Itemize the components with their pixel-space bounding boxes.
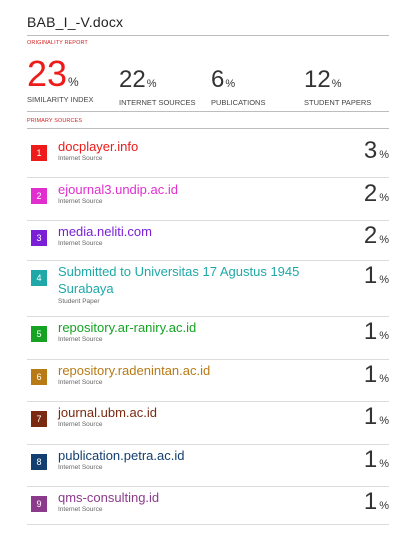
sources-divider xyxy=(27,128,389,129)
source-type: Internet Source xyxy=(58,240,103,247)
source-percentage-unit: % xyxy=(379,274,389,286)
source-divider xyxy=(27,177,389,178)
source-divider xyxy=(27,524,389,525)
source-rank-badge: 6 xyxy=(31,369,47,385)
source-name[interactable]: docplayer.info xyxy=(58,139,139,154)
source-percentage-value: 1 xyxy=(363,488,378,515)
source-divider xyxy=(27,359,389,360)
similarity-index-value: 23 xyxy=(27,53,68,94)
source-row[interactable]: 3 media.neliti.com Internet Source 2% xyxy=(27,222,389,261)
source-row[interactable]: 1 docplayer.info Internet Source 3% xyxy=(27,137,389,178)
source-row[interactable]: 9 qms-consulting.id Internet Source 1% xyxy=(27,488,389,525)
originality-report-heading: ORIGINALITY REPORT xyxy=(27,40,88,46)
source-row[interactable]: 4 Submitted to Universitas 17 Agustus 194… xyxy=(27,262,389,317)
publications-value: 6 xyxy=(211,66,225,93)
source-rank-badge: 8 xyxy=(31,454,47,470)
source-percentage-unit: % xyxy=(379,500,389,512)
source-name[interactable]: media.neliti.com xyxy=(58,224,152,239)
source-name[interactable]: publication.petra.ac.id xyxy=(58,448,185,463)
primary-sources-heading: PRIMARY SOURCES xyxy=(27,118,83,124)
internet-sources-value: 22 xyxy=(119,66,146,93)
similarity-index-unit: % xyxy=(68,75,79,89)
source-percentage-unit: % xyxy=(379,458,389,470)
source-divider xyxy=(27,444,389,445)
source-percentage-value: 1 xyxy=(363,262,378,289)
publications-label: PUBLICATIONS xyxy=(211,98,266,107)
source-percentage-value: 1 xyxy=(363,446,378,473)
source-type: Internet Source xyxy=(58,464,103,471)
source-type: Internet Source xyxy=(58,421,103,428)
source-percentage-unit: % xyxy=(379,373,389,385)
source-percentage-value: 1 xyxy=(363,318,378,345)
source-divider xyxy=(27,316,389,317)
source-percentage: 1% xyxy=(364,403,389,431)
source-percentage: 2% xyxy=(364,222,389,250)
similarity-index-label: SIMILARITY INDEX xyxy=(27,95,94,104)
title-divider xyxy=(27,35,389,36)
source-percentage: 2% xyxy=(364,180,389,208)
publications-unit: % xyxy=(225,78,236,90)
student-papers-value: 12 xyxy=(304,66,331,93)
student-papers-label: STUDENT PAPERS xyxy=(304,98,372,107)
source-divider xyxy=(27,260,389,261)
source-percentage-value: 1 xyxy=(363,361,378,388)
source-row[interactable]: 8 publication.petra.ac.id Internet Source 1… xyxy=(27,446,389,487)
source-row[interactable]: 2 ejournal3.undip.ac.id Internet Source 2% xyxy=(27,180,389,221)
source-percentage-unit: % xyxy=(379,234,389,246)
source-name[interactable]: Submitted to Universitas 17 Agustus 1945… xyxy=(58,264,300,296)
student-papers-unit: % xyxy=(331,78,342,90)
stat-student-papers: 12 % STUDENT PAPERS xyxy=(304,66,372,108)
source-percentage-unit: % xyxy=(379,415,389,427)
source-percentage-value: 3 xyxy=(363,137,378,164)
stat-publications: 6 % PUBLICATIONS xyxy=(211,66,266,108)
document-title: BAB_I_-V.docx xyxy=(27,14,124,30)
source-divider xyxy=(27,401,389,402)
source-divider xyxy=(27,486,389,487)
source-row[interactable]: 6 repository.radenintan.ac.id Internet Sou… xyxy=(27,361,389,402)
source-type: Internet Source xyxy=(58,506,103,513)
originality-stats: 23 % SIMILARITY INDEX 22 % INTERNET SOUR… xyxy=(27,53,397,108)
source-percentage-unit: % xyxy=(379,192,389,204)
source-divider xyxy=(27,220,389,221)
source-type: Internet Source xyxy=(58,198,103,205)
internet-sources-label: INTERNET SOURCES xyxy=(119,98,196,107)
source-rank-badge: 3 xyxy=(31,230,47,246)
source-name[interactable]: repository.radenintan.ac.id xyxy=(58,363,211,378)
source-rank-badge: 1 xyxy=(31,145,47,161)
source-percentage: 1% xyxy=(364,446,389,474)
source-rank-badge: 5 xyxy=(31,326,47,342)
internet-sources-unit: % xyxy=(146,78,157,90)
source-percentage: 1% xyxy=(364,488,389,516)
source-row[interactable]: 7 journal.ubm.ac.id Internet Source 1% xyxy=(27,403,389,445)
source-name[interactable]: repository.ar-raniry.ac.id xyxy=(58,320,197,335)
source-rank-badge: 2 xyxy=(31,188,47,204)
source-name[interactable]: ejournal3.undip.ac.id xyxy=(58,182,178,197)
source-name[interactable]: journal.ubm.ac.id xyxy=(58,405,157,420)
source-type: Internet Source xyxy=(58,155,103,162)
source-percentage: 1% xyxy=(364,318,389,346)
stats-divider xyxy=(27,111,389,112)
stat-similarity-index: 23 % SIMILARITY INDEX xyxy=(27,53,94,105)
source-type: Internet Source xyxy=(58,379,103,386)
source-type: Internet Source xyxy=(58,336,103,343)
source-type: Student Paper xyxy=(58,298,100,305)
source-percentage: 1% xyxy=(364,361,389,389)
source-rank-badge: 4 xyxy=(31,270,47,286)
source-percentage-value: 2 xyxy=(363,180,378,207)
source-rank-badge: 7 xyxy=(31,411,47,427)
source-percentage-unit: % xyxy=(379,149,389,161)
source-rank-badge: 9 xyxy=(31,496,47,512)
stat-internet-sources: 22 % INTERNET SOURCES xyxy=(119,66,196,108)
source-percentage-unit: % xyxy=(379,330,389,342)
source-percentage-value: 2 xyxy=(363,222,378,249)
source-row[interactable]: 5 repository.ar-raniry.ac.id Internet Sour… xyxy=(27,318,389,360)
source-percentage-value: 1 xyxy=(363,403,378,430)
source-percentage: 3% xyxy=(364,137,389,165)
source-percentage: 1% xyxy=(364,262,389,290)
source-name[interactable]: qms-consulting.id xyxy=(58,490,160,505)
